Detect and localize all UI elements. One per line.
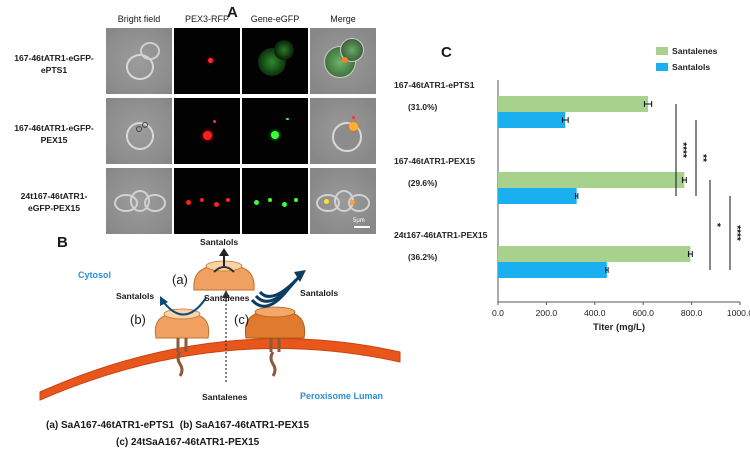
image-r1-pex3-rfp xyxy=(174,28,240,94)
row-label-3-line2: eGFP-PEX15 xyxy=(27,203,81,213)
image-r1-gene-egfp xyxy=(242,28,308,94)
bar-santalenes-1 xyxy=(498,96,649,112)
x-tick-label: 1000.0 xyxy=(727,308,750,318)
legend-swatch-santalols xyxy=(656,63,668,71)
microscopy-grid: 5μm xyxy=(106,28,378,234)
panel-c-letter: C xyxy=(441,44,452,61)
cytosol-label: Cytosol xyxy=(78,270,112,280)
image-r2-merge xyxy=(310,98,376,164)
x-tick-label: 0.0 xyxy=(492,308,504,318)
peroxisome-membrane xyxy=(39,338,401,401)
legend-label-santalols: Santalols xyxy=(672,62,710,72)
bar-santalenes-2 xyxy=(498,172,685,188)
image-r3-pex3-rfp xyxy=(174,168,240,234)
santalols-right-label: Santalols xyxy=(300,288,339,298)
panel-b-letter: B xyxy=(57,234,68,251)
row-label-1-line2: ePTS1 xyxy=(40,65,68,75)
x-tick-label: 600.0 xyxy=(632,308,654,318)
row-label-1: 167-46tATR1-eGFP- ePTS1 xyxy=(4,52,104,76)
enzyme-a-label: (a) xyxy=(172,272,188,287)
category-note-1: (31.0%) xyxy=(408,102,438,112)
category-note-3: (36.2%) xyxy=(408,252,438,262)
bar-santalols-2 xyxy=(498,188,577,204)
santalenes-bottom-label: Santalenes xyxy=(202,392,248,402)
image-r2-pex3-rfp xyxy=(174,98,240,164)
x-axis-title: Titer (mg/L) xyxy=(593,322,645,333)
column-header-merge: Merge xyxy=(330,14,356,24)
santalols-top-label: Santalols xyxy=(200,237,239,247)
category-label-2: 167-46tATR1-PEX15 xyxy=(394,156,475,166)
row-label-2-line2: PEX15 xyxy=(40,135,68,145)
image-r1-bright-field xyxy=(106,28,172,94)
image-r2-bright-field xyxy=(106,98,172,164)
enzyme-a-icon xyxy=(193,260,255,291)
category-note-2: (29.6%) xyxy=(408,178,438,188)
category-label-3: 24t167-46tATR1-PEX15 xyxy=(394,230,488,240)
peroxisome-lumen-label: Peroxisome Luman xyxy=(300,391,384,401)
column-header-gene-egfp: Gene-eGFP xyxy=(250,14,300,24)
significance-label-1: **** xyxy=(677,142,688,158)
bar-santalols-3 xyxy=(498,262,607,278)
caption-line-1: (a) SaA167-46tATR1-ePTS1 (b) SaA167-46tA… xyxy=(46,420,310,431)
scale-bar-label: 5μm xyxy=(353,218,365,224)
scale-bar-line xyxy=(354,226,370,228)
santalols-left-label: Santalols xyxy=(116,291,155,301)
column-header-bright-field: Bright field xyxy=(117,14,161,24)
bar-santalols-1 xyxy=(498,112,566,128)
image-r3-gene-egfp xyxy=(242,168,308,234)
bar-santalenes-3 xyxy=(498,246,691,262)
image-r3-merge: 5μm xyxy=(310,168,376,234)
pathway-diagram xyxy=(39,248,401,401)
significance-label-3: * xyxy=(711,223,722,227)
legend-label-santalenes: Santalenes xyxy=(672,46,718,56)
row-label-2-line1: 167-46tATR1-eGFP- xyxy=(14,123,94,133)
significance-label-2: ** xyxy=(697,154,708,162)
significance-label-4: **** xyxy=(731,225,742,241)
image-r2-gene-egfp xyxy=(242,98,308,164)
x-tick-label: 400.0 xyxy=(584,308,606,318)
enzyme-c-label: (c) xyxy=(234,312,250,327)
row-label-2: 167-46tATR1-eGFP- PEX15 xyxy=(4,122,104,146)
enzyme-b-label: (b) xyxy=(130,312,146,327)
column-header-pex3-rfp: PEX3-RFP xyxy=(184,14,229,24)
titer-bar-chart: 0.0 200.0 400.0 600.0 800.0 1000.0 Titer (mg/L… xyxy=(394,46,750,333)
row-label-3-line1: 24t167-46tATR1- xyxy=(20,191,88,201)
legend-swatch-santalenes xyxy=(656,47,668,55)
image-r3-bright-field xyxy=(106,168,172,234)
x-tick-label: 800.0 xyxy=(681,308,703,318)
caption-line-2: (c) 24tSaA167-46tATR1-PEX15 xyxy=(116,437,260,448)
category-label-1: 167-46tATR1-ePTS1 xyxy=(394,80,475,90)
image-r1-merge xyxy=(310,28,376,94)
enzyme-b-icon xyxy=(154,308,210,377)
row-label-3: 24t167-46tATR1- eGFP-PEX15 xyxy=(4,190,104,214)
enzyme-c-icon xyxy=(244,306,306,377)
santalenes-mid-label: Santalenes xyxy=(204,293,250,303)
x-tick-label: 200.0 xyxy=(536,308,558,318)
row-label-1-line1: 167-46tATR1-eGFP- xyxy=(14,53,94,63)
panel-a-letter: A xyxy=(227,4,238,21)
